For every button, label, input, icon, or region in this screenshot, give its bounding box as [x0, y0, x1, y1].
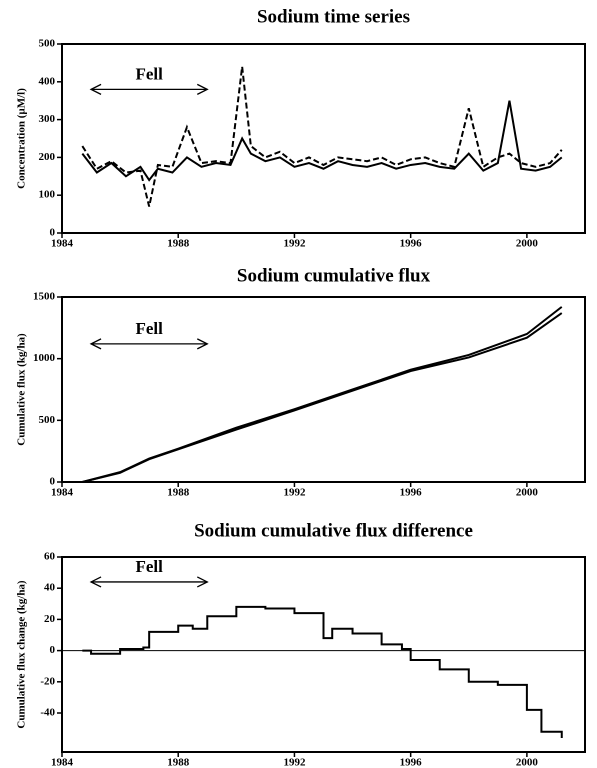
y-tick-label: 0 — [50, 644, 56, 656]
annotation-text: Fell — [135, 319, 163, 338]
annotation-text: Fell — [135, 64, 163, 83]
x-tick-label: 1992 — [283, 757, 306, 768]
x-tick-label: 1992 — [283, 487, 306, 499]
y-tick-label: -40 — [40, 707, 55, 719]
x-tick-label: 2000 — [516, 757, 539, 768]
y-tick-label: 1500 — [33, 291, 56, 303]
arrow-head — [89, 576, 102, 588]
x-tick-label: 1992 — [283, 238, 306, 250]
y-tick-label: 400 — [39, 75, 56, 87]
plot-frame — [61, 43, 586, 234]
data-line — [82, 312, 563, 483]
x-tick-label: 1996 — [400, 757, 423, 768]
y-axis-label: Concentration (µM/l) — [16, 88, 28, 189]
y-axis-label: Cumulative flux (kg/ha) — [16, 333, 28, 446]
data-line — [82, 605, 563, 738]
y-tick-label: 500 — [39, 38, 56, 50]
x-tick-label: 1988 — [167, 238, 190, 250]
y-tick-label: 100 — [39, 189, 56, 201]
x-tick-label: 1984 — [51, 487, 74, 499]
y-tick-label: 0 — [50, 227, 56, 239]
y-tick-label: -20 — [40, 675, 55, 687]
data-line — [81, 66, 563, 207]
plot-frame — [61, 556, 586, 753]
chart-title: Sodium cumulative flux difference — [194, 520, 473, 541]
y-tick-label: 40 — [44, 582, 56, 594]
x-tick-label: 1984 — [51, 238, 74, 250]
data-line — [81, 100, 563, 182]
arrow-head — [89, 83, 102, 95]
y-tick-label: 60 — [44, 551, 56, 563]
y-tick-label: 0 — [50, 476, 56, 488]
x-tick-label: 1984 — [51, 757, 74, 768]
y-tick-label: 300 — [39, 113, 56, 125]
chart-title: Sodium cumulative flux — [237, 265, 431, 286]
x-tick-label: 1996 — [400, 487, 423, 499]
x-tick-label: 1988 — [167, 487, 190, 499]
chart-title: Sodium time series — [257, 6, 410, 27]
x-tick-label: 1996 — [400, 238, 423, 250]
x-tick-label: 1988 — [167, 757, 190, 768]
arrow-head — [196, 576, 209, 588]
y-tick-label: 20 — [44, 613, 56, 625]
plot-frame — [61, 296, 586, 483]
y-tick-label: 500 — [39, 414, 56, 426]
arrow-head — [89, 338, 102, 350]
x-tick-label: 2000 — [516, 238, 539, 250]
y-tick-label: 200 — [39, 151, 56, 163]
y-tick-label: 1000 — [33, 352, 56, 364]
annotation-text: Fell — [135, 557, 163, 576]
y-axis-label: Cumulative flux change (kg/ha) — [16, 580, 28, 729]
x-tick-label: 2000 — [516, 487, 539, 499]
arrow-head — [196, 338, 209, 350]
arrow-head — [196, 83, 209, 95]
